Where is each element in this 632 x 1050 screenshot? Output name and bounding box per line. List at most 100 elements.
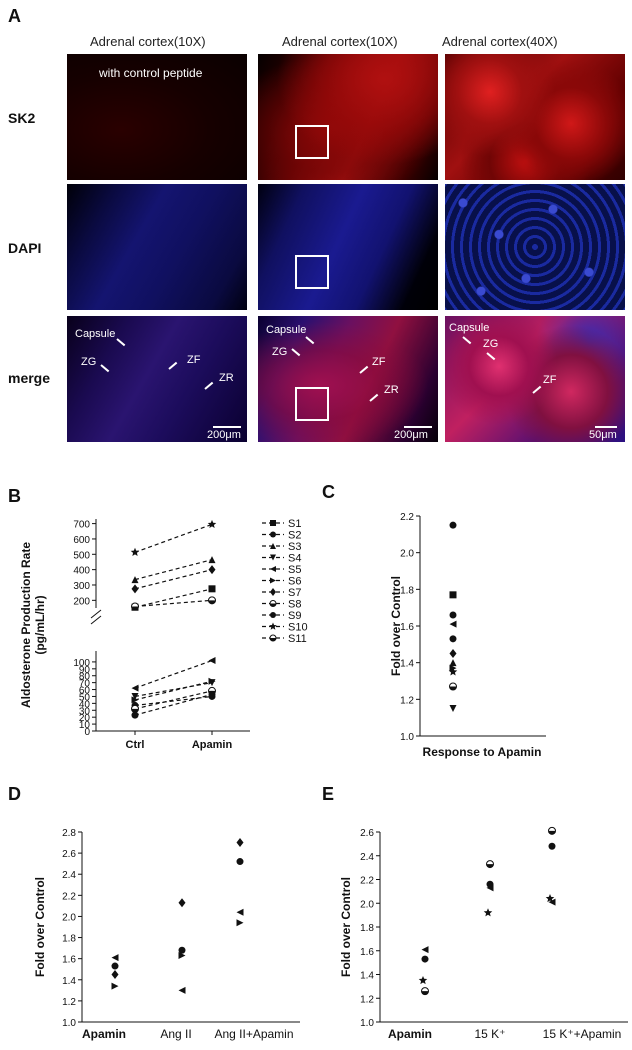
marker-fill (449, 686, 457, 690)
y-tick-label: 2.2 (62, 891, 76, 902)
marker-fill (421, 991, 429, 995)
micrograph-sk2-40x (445, 54, 625, 180)
micrograph-sk2-10x (258, 54, 438, 180)
chart-panel-d: 1.0 1.2 1.4 1.6 1.8 2.0 2.2 2.4 2.6 2.8 Fold over … (33, 828, 300, 1041)
y-tick-label: 1.2 (400, 695, 414, 706)
data-point-S6 (208, 677, 216, 685)
series-line-S10 (134, 523, 213, 553)
y-tick-label: 1.4 (360, 971, 374, 982)
x-tick-label: Apamin (82, 1027, 126, 1041)
zone-label-zf: ZF (372, 356, 386, 368)
legend-label-S1: S1 (288, 518, 301, 530)
y-tick-label: 60 (79, 686, 91, 697)
y-tick-label: 2.2 (360, 876, 374, 887)
zone-label-zg: ZG (272, 346, 288, 358)
data-point (548, 898, 556, 906)
y-tick-label: 500 (73, 550, 90, 561)
data-point (449, 611, 457, 619)
data-point-S10 (130, 547, 140, 556)
legend-label-S9: S9 (288, 610, 301, 622)
y-tick-label: 0 (84, 727, 90, 738)
marker-fill (486, 864, 494, 868)
data-point (421, 987, 429, 996)
data-point-S1 (208, 585, 216, 593)
x-tick-label: Apamin (192, 739, 233, 751)
y-tick-label: 700 (73, 520, 90, 531)
data-point (236, 858, 244, 866)
y-tick-label: 1.2 (360, 994, 374, 1005)
marker-fill (548, 830, 556, 835)
data-point-S5 (208, 657, 216, 665)
series-line-S6 (134, 680, 213, 701)
data-point (449, 591, 457, 599)
zone-label-capsule: Capsule (75, 328, 116, 340)
zoom-box-merge (295, 387, 329, 421)
data-point-S3 (131, 576, 139, 584)
zone-label-zr: ZR (384, 384, 399, 396)
legend-label-S3: S3 (288, 541, 301, 553)
series-line-S8 (134, 690, 213, 710)
y-axis-label: Fold over Control (33, 877, 47, 977)
y-tick-label: 2.0 (62, 912, 76, 923)
data-point-S11 (131, 602, 139, 611)
y-axis-label: Fold over Control (339, 877, 353, 977)
data-point (236, 919, 244, 927)
zoom-box-sk2 (295, 125, 329, 159)
data-point (236, 838, 244, 848)
micrograph-merge-control: Capsule ZG ZF ZR 200μm (67, 316, 247, 442)
data-point-S8 (131, 704, 139, 713)
data-point (236, 908, 244, 916)
y-tick-label: 1.8 (62, 934, 76, 945)
data-point-S6 (131, 696, 139, 704)
marker-fill (131, 708, 139, 713)
data-point (111, 970, 119, 979)
zone-label-capsule: Capsule (449, 322, 490, 334)
legend-label-S8: S8 (288, 599, 301, 611)
y-tick-label: 70 (79, 679, 91, 690)
y-tick-label: 2.6 (360, 828, 374, 839)
column-title-3: Adrenal cortex(40X) (442, 34, 558, 49)
y-tick-label: 2.4 (62, 870, 76, 881)
data-point-S3 (208, 556, 216, 564)
x-axis-label: Response to Apamin (423, 745, 542, 759)
column-title-2: Adrenal cortex(10X) (282, 34, 398, 49)
y-tick-label: 100 (73, 658, 90, 669)
y-tick-label: 1.0 (360, 1018, 374, 1029)
marker-fill (131, 606, 139, 610)
legend-marker-S4 (270, 554, 276, 561)
data-point (111, 982, 119, 990)
data-point (421, 946, 429, 954)
legend-label-S2: S2 (288, 530, 301, 542)
data-point (178, 952, 186, 959)
scale-label: 200μm (394, 429, 428, 441)
series-line-S4 (134, 682, 213, 698)
legend-label-S6: S6 (288, 576, 301, 588)
x-tick-label: Ang II (160, 1027, 191, 1041)
zone-label-zg: ZG (483, 338, 499, 350)
axis-break (90, 609, 102, 619)
column-title-1: Adrenal cortex(10X) (90, 34, 206, 49)
series-line-S7 (134, 569, 213, 590)
data-point (548, 842, 556, 850)
scale-bar (404, 426, 432, 428)
data-point (449, 682, 457, 691)
series-line-S5 (134, 659, 213, 689)
y-axis-label: Aldosterone Production Rate (pg/mL/hr) (19, 542, 47, 708)
legend-label-S10: S10 (288, 622, 308, 634)
zone-label-capsule: Capsule (266, 324, 307, 336)
y-axis-label-line: (pg/mL/hr) (33, 595, 47, 654)
y-tick-label: 90 (79, 665, 91, 676)
y-tick-label: 80 (79, 672, 91, 683)
x-tick-label: Apamin (388, 1027, 432, 1041)
y-tick-label: 600 (73, 535, 90, 546)
x-tick-label: Ctrl (126, 739, 145, 751)
y-tick-label: 1.6 (62, 955, 76, 966)
data-point (545, 894, 555, 903)
panel-letter-c: C (322, 482, 335, 502)
micrograph-merge-10x: Capsule ZG ZF ZR 200μm (258, 316, 438, 442)
y-tick-label: 50 (79, 692, 91, 703)
data-point-S11 (208, 596, 216, 605)
data-point (449, 649, 457, 658)
y-axis-label-text: Fold over Control (339, 877, 353, 977)
